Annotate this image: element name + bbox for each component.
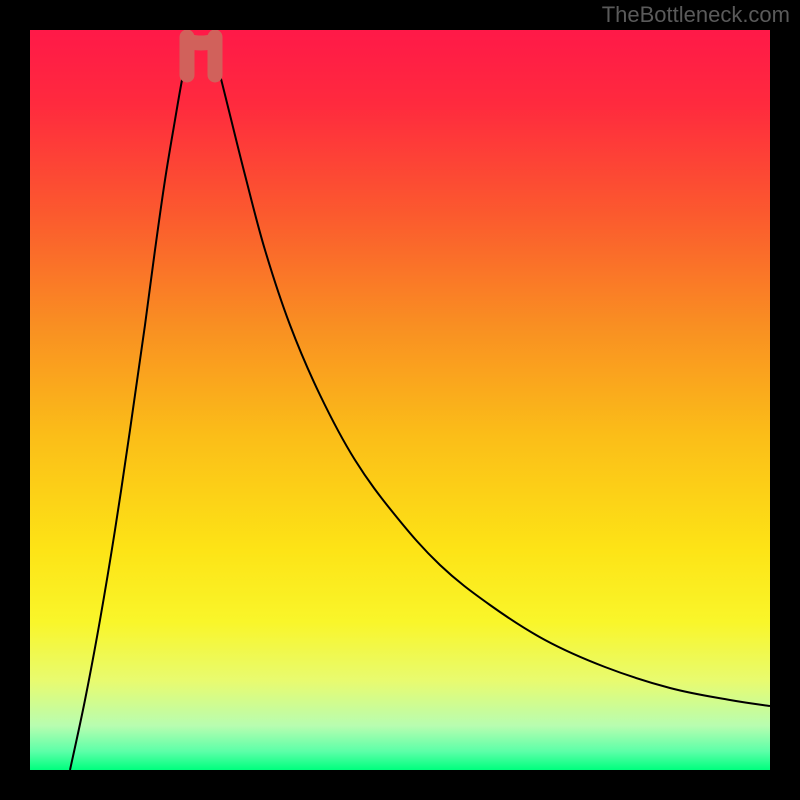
chart-container: TheBottleneck.com: [0, 0, 800, 800]
gradient-background: [30, 30, 770, 770]
bottleneck-chart: [0, 0, 800, 800]
watermark-text: TheBottleneck.com: [602, 2, 790, 28]
